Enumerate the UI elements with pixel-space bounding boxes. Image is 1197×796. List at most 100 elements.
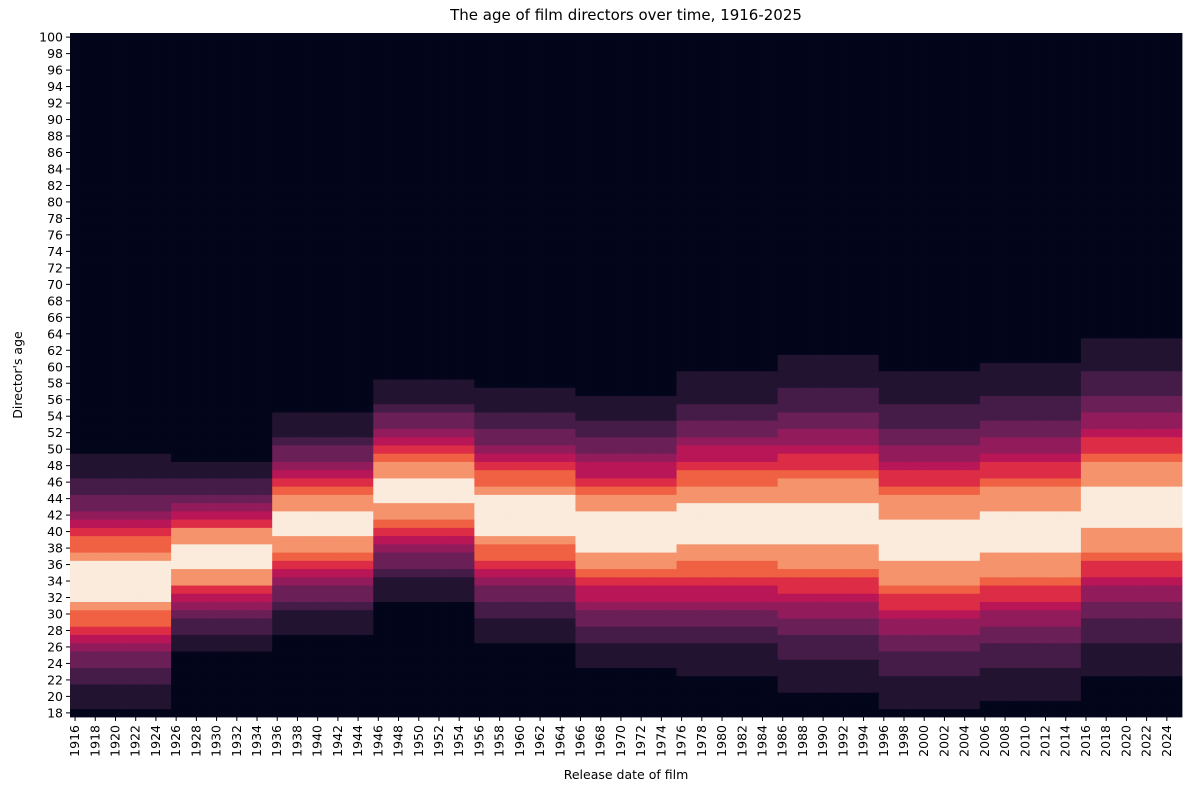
heatmap-cell: [1070, 527, 1082, 537]
heatmap-cell: [444, 494, 455, 504]
heatmap-cell: [1020, 684, 1031, 693]
heatmap-cell: [1171, 362, 1183, 372]
heatmap-cell: [888, 692, 900, 701]
heatmap-cell: [636, 428, 647, 438]
heatmap-cell: [373, 412, 384, 421]
heatmap-cell: [605, 387, 617, 397]
heatmap-cell: [221, 675, 233, 685]
heatmap-cell: [1060, 379, 1072, 388]
heatmap-cell: [251, 387, 263, 397]
heatmap-cell: [706, 527, 718, 537]
heatmap-cell: [251, 585, 263, 594]
heatmap-cell: [514, 601, 526, 611]
heatmap-cell: [1121, 560, 1132, 570]
heatmap-cell: [727, 370, 738, 380]
heatmap-cell: [626, 510, 637, 520]
heatmap-cell: [383, 642, 394, 652]
heatmap-cell: [444, 659, 455, 668]
heatmap-cell: [383, 469, 394, 479]
heatmap-cell: [1000, 502, 1011, 512]
heatmap-cell: [828, 519, 839, 528]
heatmap-cell: [181, 519, 192, 528]
heatmap-cell: [282, 543, 293, 553]
heatmap-cell: [706, 469, 718, 479]
heatmap-cell: [413, 420, 425, 429]
heatmap-cell: [868, 420, 880, 429]
heatmap-cell: [353, 552, 364, 561]
heatmap-cell: [575, 387, 586, 397]
heatmap-cell: [201, 692, 212, 701]
heatmap-cell: [353, 354, 364, 364]
heatmap-cell: [100, 478, 111, 487]
heatmap-cell: [231, 618, 243, 627]
heatmap-cell: [949, 362, 960, 372]
heatmap-cell: [888, 412, 900, 421]
heatmap-cell: [797, 684, 809, 693]
heatmap-cell: [848, 486, 859, 495]
heatmap-cell: [1060, 445, 1072, 454]
heatmap-cell: [70, 453, 81, 462]
heatmap-cell: [585, 403, 597, 413]
heatmap-cell: [231, 659, 243, 668]
heatmap-cell: [747, 428, 758, 438]
heatmap-cell: [322, 478, 334, 487]
heatmap-cell: [272, 445, 283, 454]
heatmap-cell: [767, 354, 779, 364]
heatmap-cell: [737, 354, 748, 364]
heatmap-cell: [535, 436, 546, 446]
heatmap-cell: [868, 692, 880, 701]
heatmap-cell: [1010, 626, 1021, 635]
heatmap-cell: [433, 420, 445, 429]
heatmap-cell: [747, 510, 758, 520]
heatmap-cell: [1010, 461, 1021, 471]
heatmap-cell: [909, 651, 920, 660]
heatmap-cell: [1010, 436, 1021, 446]
heatmap-cell: [1111, 692, 1122, 701]
heatmap-cell: [80, 510, 91, 520]
heatmap-cell: [312, 354, 324, 364]
heatmap-cell: [1020, 510, 1031, 520]
heatmap-cell: [363, 453, 374, 462]
heatmap-cell: [282, 428, 293, 438]
heatmap-cell: [1111, 700, 1122, 710]
heatmap-cell: [353, 700, 364, 710]
heatmap-cell: [757, 420, 768, 429]
heatmap-cell: [444, 510, 455, 520]
heatmap-cell: [383, 675, 394, 685]
heatmap-cell: [504, 634, 516, 644]
heatmap-cell: [221, 535, 233, 545]
heatmap-cell: [383, 576, 394, 586]
heatmap-cell: [656, 412, 667, 421]
heatmap-cell: [1030, 552, 1041, 561]
heatmap-cell: [807, 494, 819, 504]
heatmap-cell: [484, 585, 495, 594]
heatmap-cell: [514, 552, 526, 561]
heatmap-cell: [615, 576, 627, 586]
heatmap-cell: [585, 552, 597, 561]
heatmap-cell: [797, 469, 809, 479]
heatmap-cell: [1070, 502, 1082, 512]
heatmap-cell: [353, 436, 364, 446]
heatmap-cell: [1111, 535, 1122, 545]
heatmap-cell: [555, 552, 566, 561]
heatmap-cell: [595, 535, 607, 545]
heatmap-cell: [100, 403, 111, 413]
heatmap-cell: [100, 659, 111, 668]
heatmap-cell: [555, 461, 566, 471]
heatmap-cell: [1171, 659, 1183, 668]
heatmap-cell: [716, 510, 728, 520]
heatmap-cell: [110, 527, 121, 537]
heatmap-cell: [979, 478, 991, 487]
heatmap-cell: [110, 634, 121, 644]
heatmap-cell: [130, 428, 142, 438]
heatmap-cell: [656, 618, 667, 627]
heatmap-cell: [636, 576, 647, 586]
heatmap-cell: [838, 634, 849, 644]
heatmap-cell: [666, 609, 677, 619]
heatmap-cell: [939, 552, 950, 561]
heatmap-cell: [777, 552, 789, 561]
heatmap-cell: [777, 478, 789, 487]
heatmap-cell: [1091, 675, 1102, 685]
heatmap-cell: [524, 494, 536, 504]
heatmap-cell: [878, 428, 890, 438]
